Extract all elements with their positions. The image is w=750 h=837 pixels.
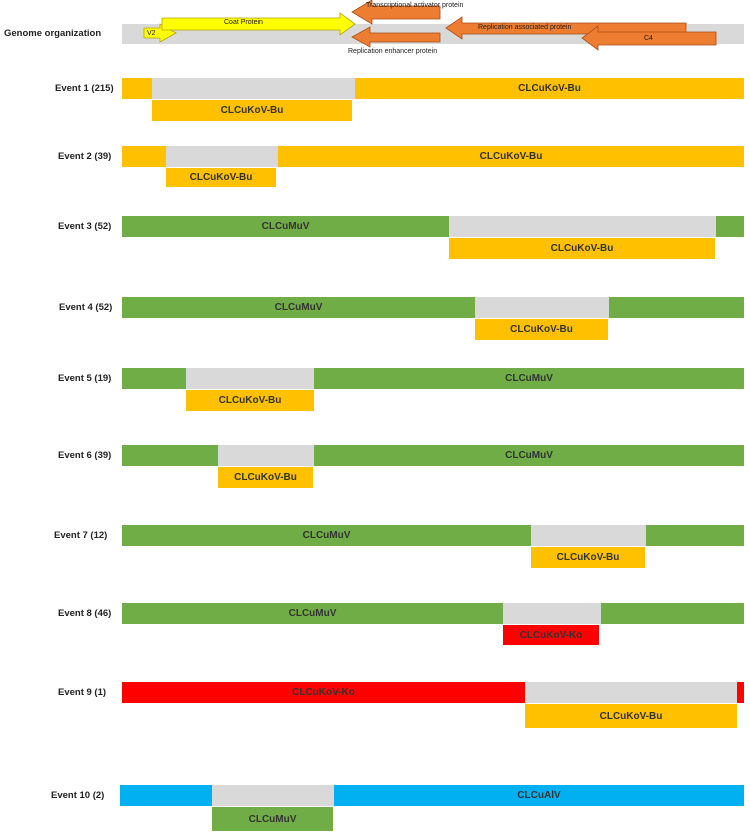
replication-associated-protein-label: Replication associated protein [478, 24, 572, 31]
event-3-minor-parent-bar [449, 238, 715, 259]
event-3-major-parent-segment-3 [716, 216, 744, 237]
event-7-label: Event 7 (12) [54, 530, 108, 541]
event-6-label: Event 6 (39) [58, 450, 112, 461]
event-2-recombinant-region [166, 146, 278, 167]
event-6-major-parent-segment-3 [314, 445, 744, 466]
event-9-recombinant-region [525, 682, 737, 703]
event-4-label: Event 4 (52) [59, 302, 113, 313]
event-2-minor-parent-label: CLCuKoV-Bu [189, 172, 253, 183]
event-2-major-parent-segment-1 [122, 146, 166, 167]
event-7-major-parent-label: CLCuMuV [302, 530, 351, 541]
event-8-major-parent-segment-3 [601, 603, 744, 624]
event-4-minor-parent-bar [475, 319, 608, 340]
event-2-major-parent-label: CLCuKoV-Bu [479, 151, 543, 162]
event-1-major-parent-label: CLCuKoV-Bu [518, 83, 581, 94]
event-10-minor-parent-label: CLCuMuV [248, 813, 297, 825]
event-6-minor-parent-bar [218, 467, 313, 488]
event-4-major-parent-label: CLCuMuV [274, 302, 323, 313]
event-8-major-parent-label: CLCuMuV [288, 608, 337, 619]
event-9-label: Event 9 (1) [58, 687, 107, 698]
event-9-major-parent-segment-1 [122, 682, 525, 703]
c4-orf-label: C4 [644, 35, 653, 42]
event-5-minor-parent-label: CLCuKoV-Bu [218, 395, 282, 406]
replication-enhancer-orf-arrow [351, 26, 441, 48]
transcriptional-activator-label: Transcriptional activator protein [366, 2, 464, 9]
event-2-minor-parent-bar [166, 168, 276, 187]
event-7-minor-parent-bar [531, 547, 645, 568]
event-9-major-parent-segment-3 [737, 682, 744, 703]
event-4-minor-parent-label: CLCuKoV-Bu [510, 324, 573, 335]
event-3-recombinant-region [449, 216, 716, 237]
event-2-major-parent-segment-3 [278, 146, 744, 167]
replication-enhancer-label: Replication enhancer protein [348, 48, 438, 55]
event-1-recombinant-region [152, 78, 355, 99]
event-5-label: Event 5 (19) [58, 373, 112, 384]
event-3-major-parent-label: CLCuMuV [261, 221, 310, 232]
event-8-label: Event 8 (46) [58, 608, 112, 619]
event-5-recombinant-region [186, 368, 314, 389]
genome-orf-arrows [143, 0, 717, 51]
event-6-major-parent-label: CLCuMuV [505, 450, 553, 461]
event-10-major-parent-label: CLCuAlV [517, 790, 561, 801]
event-7-major-parent-segment-1 [122, 525, 531, 546]
coat-protein-orf-arrow [161, 12, 356, 36]
event-4-recombinant-region [475, 297, 609, 318]
event-6-major-parent-segment-1 [122, 445, 218, 466]
event-10-recombinant-region [212, 785, 334, 806]
event-6-minor-parent-label: CLCuKoV-Bu [234, 472, 297, 483]
event-8-minor-parent-bar [503, 625, 599, 645]
event-1-label: Event 1 (215) [55, 83, 114, 94]
event-1-major-parent-segment-1 [122, 78, 152, 99]
event-3-major-parent-segment-1 [122, 216, 449, 237]
event-8-minor-parent-label: CLCuKoV-Ko [519, 629, 583, 641]
event-6-recombinant-region [218, 445, 314, 466]
coat-protein-orf-label: Coat Protein [224, 19, 263, 26]
event-10-major-parent-segment-3 [334, 785, 744, 806]
event-1-minor-parent-bar [152, 100, 352, 121]
event-5-major-parent-label: CLCuMuV [505, 373, 553, 384]
genome-organization-label: Genome organization [4, 28, 102, 39]
v2-orf-label: V2 [147, 30, 156, 37]
event-1-major-parent-segment-3 [355, 78, 744, 99]
event-4-major-parent-segment-1 [122, 297, 475, 318]
event-8-recombinant-region [503, 603, 601, 624]
event-9-major-parent-label: CLCuKoV-Ko [292, 687, 355, 698]
c4-orf-arrow [581, 25, 717, 51]
event-10-minor-parent-bar [212, 807, 333, 831]
event-5-major-parent-segment-3 [314, 368, 744, 389]
event-7-major-parent-segment-3 [646, 525, 744, 546]
event-2-label: Event 2 (39) [58, 151, 112, 162]
event-7-minor-parent-label: CLCuKoV-Bu [556, 552, 620, 563]
event-4-major-parent-segment-3 [609, 297, 744, 318]
event-10-label: Event 10 (2) [51, 790, 105, 801]
event-9-minor-parent-bar [525, 704, 737, 728]
event-5-major-parent-segment-1 [122, 368, 186, 389]
event-3-label: Event 3 (52) [58, 221, 112, 232]
event-9-minor-parent-label: CLCuKoV-Bu [599, 710, 663, 722]
event-3-minor-parent-label: CLCuKoV-Bu [550, 243, 614, 254]
event-1-minor-parent-label: CLCuKoV-Bu [220, 105, 284, 116]
event-8-major-parent-segment-1 [122, 603, 503, 624]
event-10-major-parent-segment-1 [120, 785, 212, 806]
event-5-minor-parent-bar [186, 390, 314, 411]
event-7-recombinant-region [531, 525, 646, 546]
transcriptional-activator-orf-arrow [351, 0, 441, 25]
